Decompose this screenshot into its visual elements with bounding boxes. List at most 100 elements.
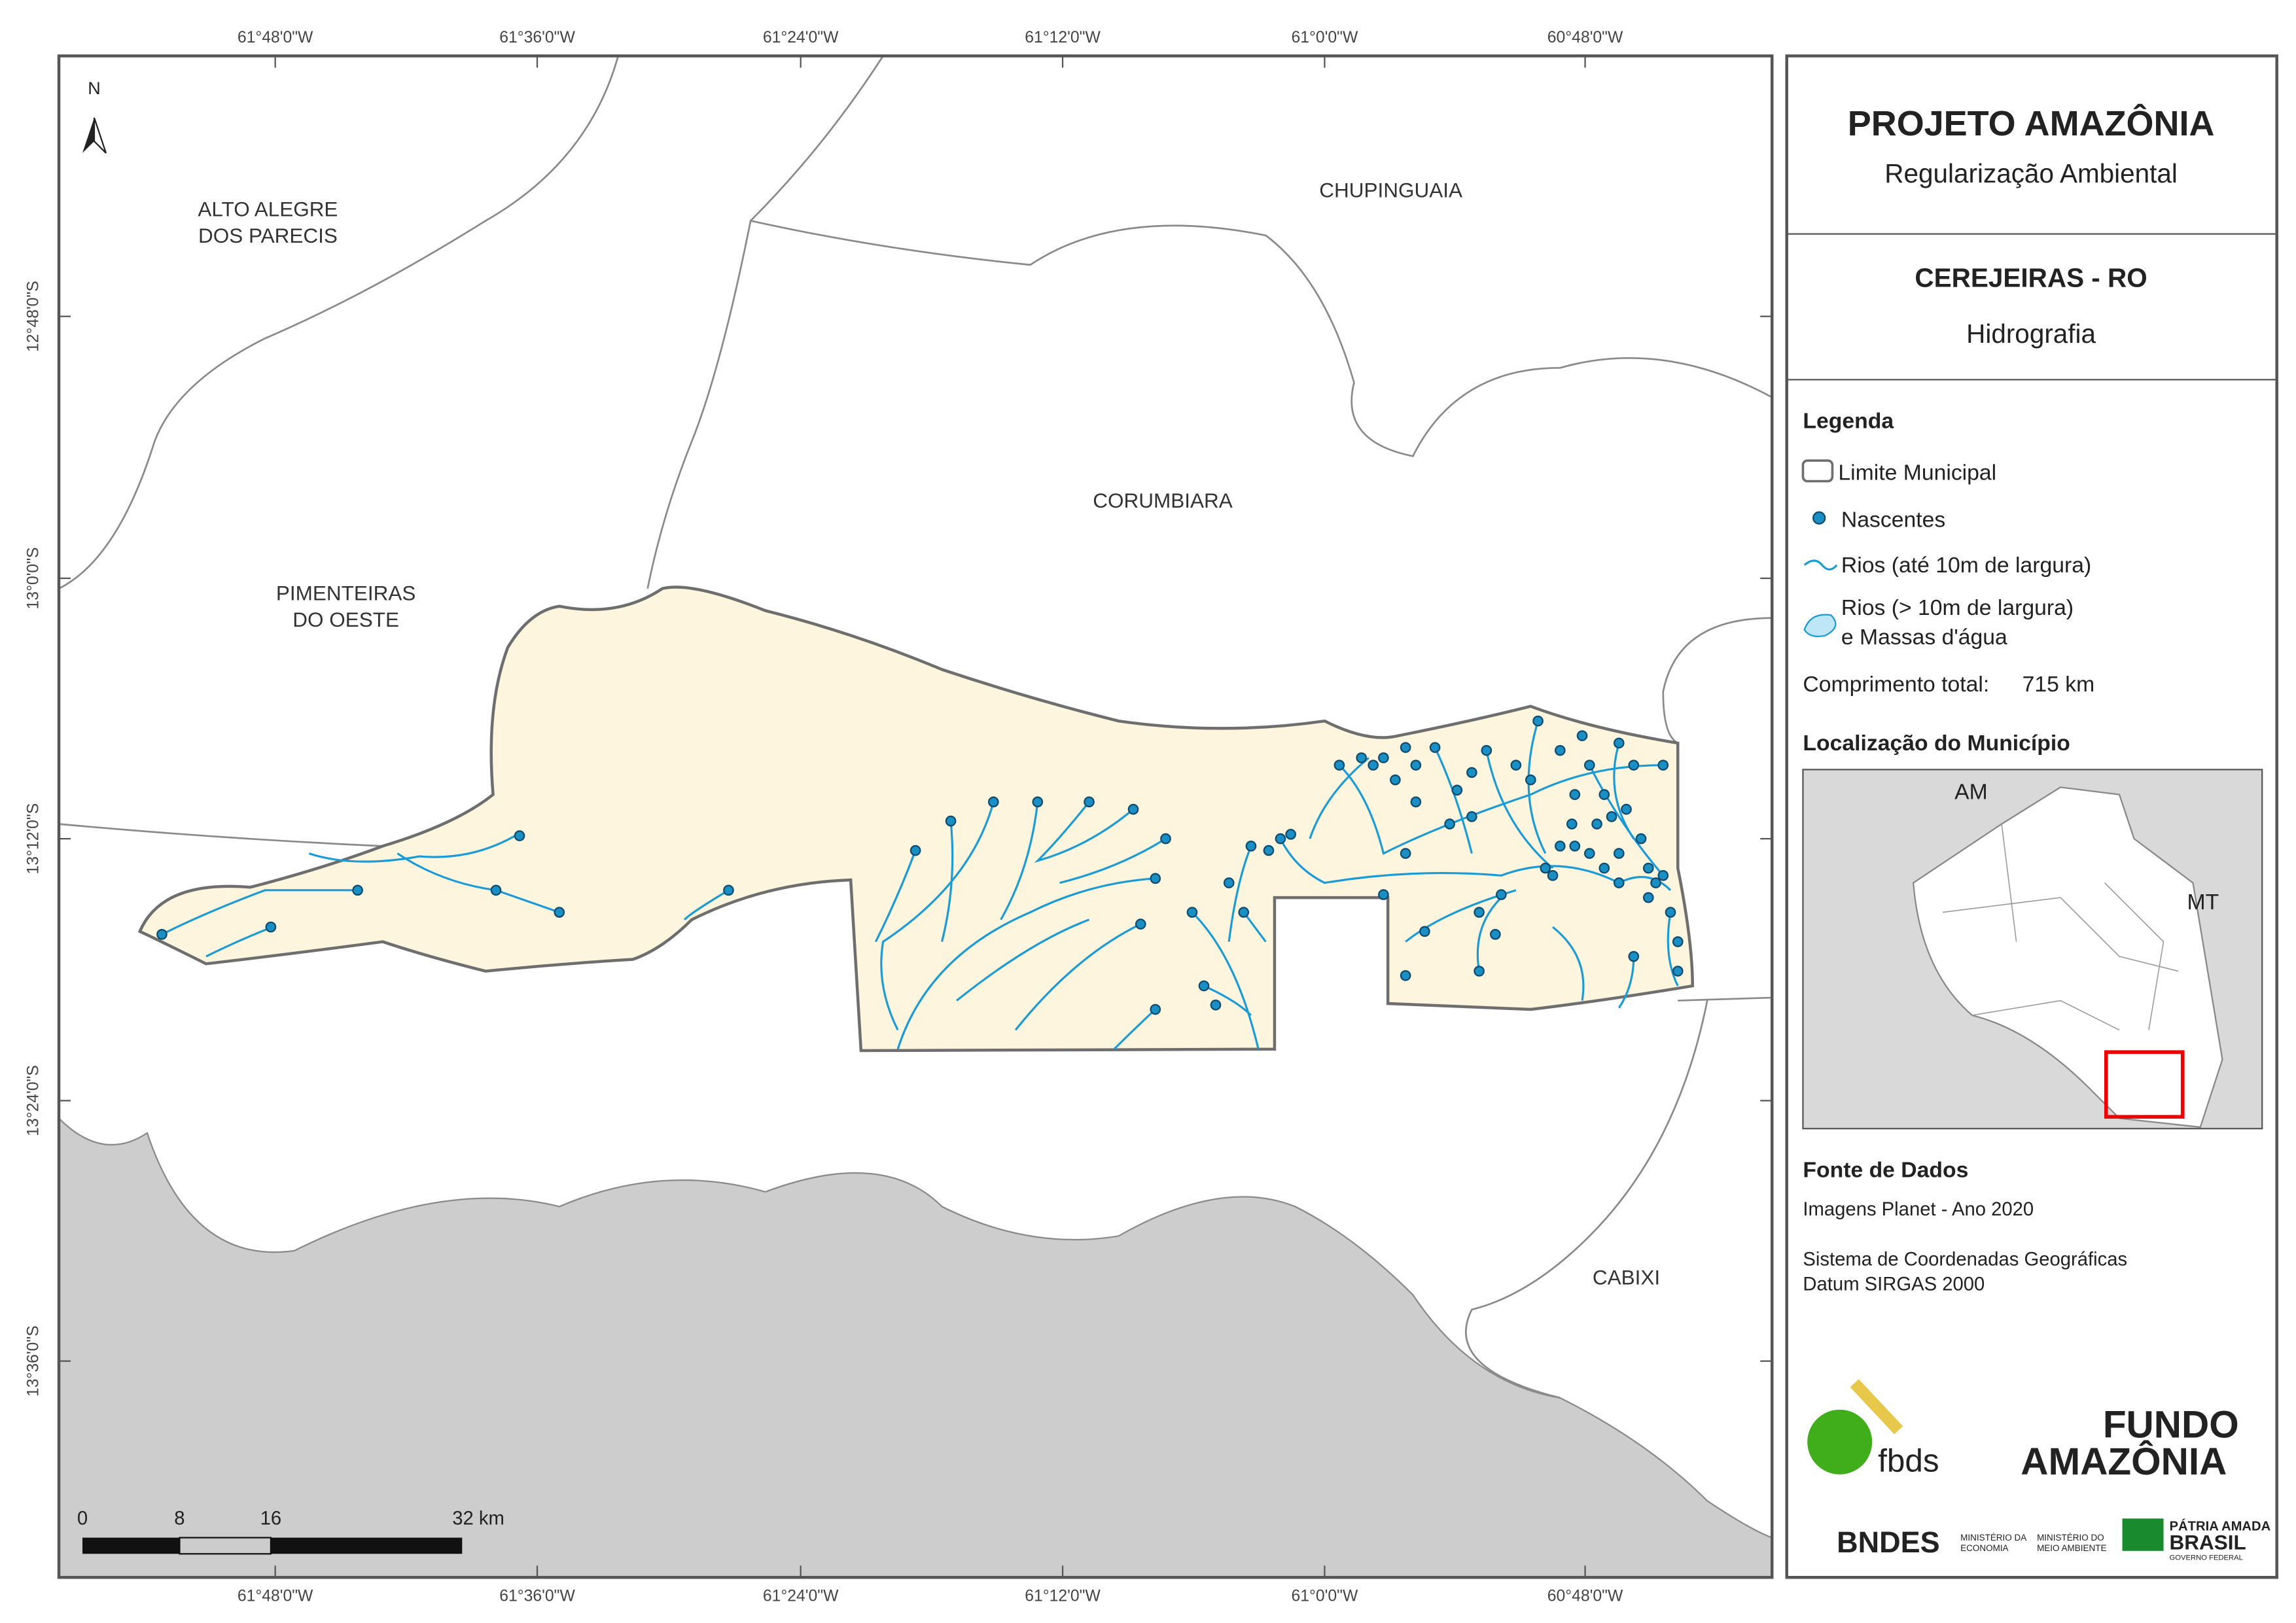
- legend-item: e Massas d'água: [1841, 625, 2007, 650]
- spring: [1451, 784, 1463, 796]
- municipality-name: CEREJEIRAS - RO: [1915, 263, 2147, 293]
- sources-title: Fonte de Dados: [1803, 1157, 1968, 1182]
- spring: [1419, 926, 1430, 937]
- spring: [1275, 833, 1286, 845]
- longitude-label: 60°48'0"W: [1547, 1587, 1623, 1605]
- state-outline: [1912, 786, 2223, 1128]
- scale-segment: [179, 1537, 272, 1555]
- spring: [1490, 928, 1501, 940]
- spring: [723, 884, 734, 896]
- spring: [1390, 774, 1401, 786]
- logo-text: PÁTRIA AMADA: [2170, 1518, 2271, 1533]
- spring: [1657, 870, 1669, 881]
- spring: [352, 884, 363, 896]
- spring: [1127, 803, 1139, 815]
- spring: [1554, 744, 1566, 756]
- spring: [1466, 767, 1477, 778]
- spring: [1665, 907, 1676, 918]
- longitude-label: 61°36'0"W: [499, 29, 575, 46]
- longitude-label: 61°24'0"W: [763, 29, 839, 46]
- spring: [1547, 870, 1559, 881]
- legend-item: Rios (até 10m de largura): [1841, 553, 2091, 578]
- spring: [1333, 759, 1345, 771]
- spring: [1591, 818, 1602, 829]
- longitude-label: 61°0'0"W: [1292, 1587, 1358, 1605]
- logo-text: MEIO AMBIENTE: [2037, 1543, 2106, 1553]
- longitude-label: 61°12'0"W: [1025, 1587, 1101, 1605]
- spring: [1554, 841, 1566, 852]
- longitude-label: 61°12'0"W: [1025, 29, 1101, 46]
- spring: [1481, 744, 1492, 756]
- place-name: CABIXI: [1593, 1266, 1660, 1289]
- longitude-label: 61°36'0"W: [499, 1587, 575, 1605]
- spring: [1613, 877, 1625, 888]
- logo-text: AMAZÔNIA: [2021, 1439, 2227, 1483]
- spring: [1672, 936, 1684, 947]
- north-arrow-shape: [93, 117, 107, 154]
- municipality: [137, 585, 1694, 1053]
- spring: [1628, 759, 1640, 771]
- place-labels: ALTO ALEGRE DOS PARECIS CHUPINGUAIA CORUMBI…: [198, 178, 1660, 1289]
- place-name: PIMENTEIRAS: [276, 582, 415, 605]
- place-name: DOS PARECIS: [198, 224, 338, 247]
- spring: [490, 884, 502, 896]
- logo-shape: [2122, 1518, 2164, 1551]
- boundary: [750, 220, 1773, 457]
- logo-text: ECONOMIA: [1960, 1543, 2008, 1553]
- location-box: [2104, 1050, 2185, 1119]
- scale-label: 8: [174, 1508, 185, 1529]
- north-label: N: [88, 79, 101, 98]
- theme: Hidrografia: [1966, 319, 2096, 349]
- spring: [1642, 892, 1654, 903]
- source-line: Datum SIRGAS 2000: [1803, 1274, 1985, 1295]
- total-value: 715 km: [2022, 672, 2095, 697]
- spring: [1400, 848, 1411, 859]
- inset-label: MT: [2187, 890, 2219, 915]
- nascentes: [156, 715, 1684, 1015]
- legend-symbol: [1801, 459, 1834, 483]
- graticule: 61°48'0"W 61°36'0"W 61°24'0"W 61°12'0"W 61°0…: [25, 29, 1773, 1605]
- spring: [1583, 848, 1595, 859]
- place-name: CHUPINGUAIA: [1319, 178, 1462, 201]
- place-name: DO OESTE: [292, 608, 399, 631]
- latitude-label: 12°48'0"S: [25, 281, 43, 352]
- spring: [1210, 999, 1222, 1011]
- spring: [1628, 951, 1640, 962]
- spring: [1410, 759, 1422, 771]
- legend-title: Legenda: [1803, 409, 1894, 434]
- spring: [1642, 862, 1654, 874]
- spring: [1650, 877, 1661, 888]
- spring: [1613, 848, 1625, 859]
- spring: [1368, 759, 1379, 771]
- spring: [1496, 889, 1507, 900]
- spring: [156, 928, 168, 940]
- spring: [1150, 873, 1161, 884]
- spring: [1598, 789, 1610, 800]
- spring: [1410, 796, 1422, 808]
- longitude-label: 61°48'0"W: [238, 29, 313, 46]
- map-frame: [57, 54, 1774, 1579]
- logo-text: GOVERNO FEDERAL: [2170, 1554, 2243, 1562]
- inset-boundaries: [1943, 824, 2179, 1031]
- spring: [1378, 889, 1389, 900]
- municipal-boundaries: [59, 56, 1773, 1399]
- logo-text: MINISTÉRIO DA: [1960, 1533, 2026, 1543]
- spring: [1606, 811, 1617, 822]
- place-name: CORUMBIARA: [1093, 489, 1232, 512]
- boundary: [1465, 996, 1773, 1399]
- logo-text: fbds: [1878, 1442, 1939, 1478]
- spring: [1576, 730, 1588, 741]
- logo-shape: [1807, 1409, 1873, 1475]
- logo-text: MINISTÉRIO DO: [2037, 1533, 2104, 1543]
- scale-label: 16: [260, 1508, 282, 1529]
- logo-text: FUNDO: [2103, 1404, 2239, 1446]
- river: [874, 801, 1167, 1050]
- source-line: Sistema de Coordenadas Geográficas: [1803, 1249, 2127, 1270]
- river: [161, 835, 730, 958]
- spring: [1672, 966, 1684, 977]
- spring: [1635, 833, 1647, 845]
- spring: [1084, 796, 1095, 808]
- location-title: Localização do Município: [1803, 731, 2070, 756]
- boundary: [646, 56, 884, 589]
- boundary: [1662, 617, 1773, 744]
